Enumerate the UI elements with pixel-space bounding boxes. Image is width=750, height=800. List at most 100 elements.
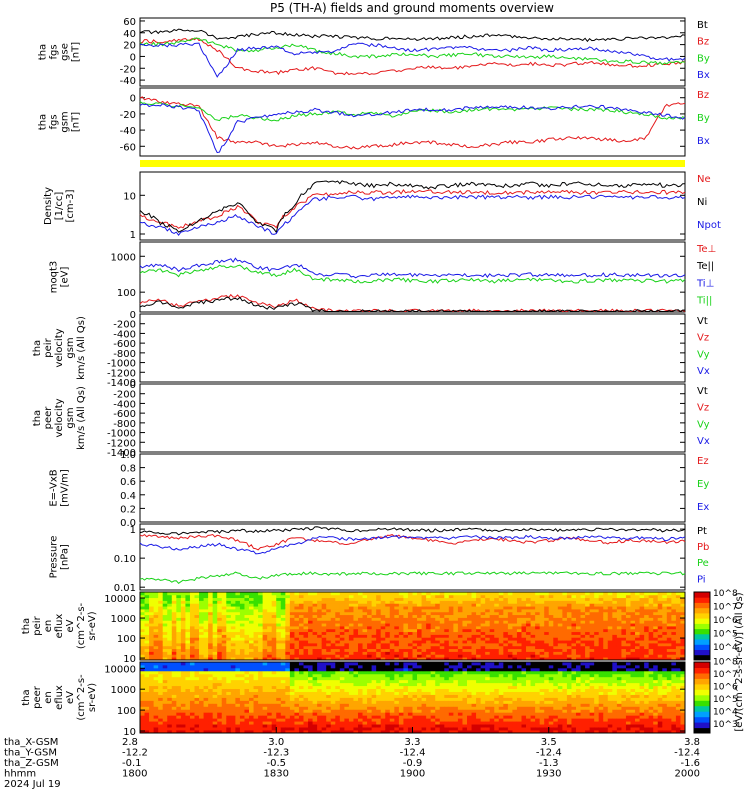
heatmap-cell [612, 592, 618, 596]
heatmap-cell [226, 654, 232, 658]
heatmap-cell [367, 700, 373, 704]
heatmap-cell [358, 623, 363, 627]
heatmap-cell [621, 611, 627, 616]
heatmap-cell [516, 592, 522, 596]
heatmap-cell [317, 691, 323, 695]
heatmap-cell [485, 628, 491, 633]
heatmap-cell [639, 597, 645, 601]
heatmap-cell [662, 600, 668, 604]
heatmap-cell [312, 706, 318, 710]
heatmap-cell [298, 640, 304, 644]
heatmap-cell [185, 664, 191, 669]
heatmap-cell [194, 685, 200, 690]
heatmap-cell [394, 709, 400, 713]
heatmap-cell [162, 594, 168, 599]
heatmap-cell [158, 706, 164, 710]
heatmap-cell [189, 611, 195, 616]
heatmap-cell [362, 614, 368, 618]
heatmap-cell [230, 670, 236, 675]
heatmap-cell [598, 617, 604, 621]
heatmap-cell [158, 673, 164, 678]
heatmap-cell [335, 634, 341, 638]
heatmap-cell [471, 620, 477, 624]
heatmap-cell [335, 609, 341, 613]
heatmap-cell [417, 667, 422, 672]
heatmap-cell [448, 667, 454, 672]
heatmap-cell [258, 643, 264, 647]
heatmap-cell [467, 682, 472, 687]
heatmap-cell [635, 603, 640, 607]
heatmap-cell [476, 597, 482, 601]
heatmap-cell [294, 673, 300, 678]
heatmap-cell [476, 623, 482, 627]
heatmap-cell [457, 730, 463, 734]
heatmap-cell [653, 617, 659, 621]
heatmap-cell [439, 697, 445, 701]
heatmap-cell [421, 611, 427, 616]
heatmap-cell [258, 682, 264, 687]
heatmap-cell [271, 657, 277, 661]
series-line-Pb [139, 533, 686, 551]
heatmap-cell [326, 715, 332, 719]
heatmap-cell [289, 609, 295, 613]
heatmap-cell [330, 685, 336, 690]
heatmap-cell [208, 673, 214, 678]
heatmap-cell [675, 628, 681, 633]
heatmap-cell [594, 643, 600, 647]
heatmap-cell [480, 594, 486, 599]
heatmap-cell [389, 700, 395, 704]
heatmap-cell [412, 662, 418, 666]
heatmap-cell [630, 640, 636, 644]
heatmap-cell [180, 697, 186, 701]
heatmap-cell [662, 631, 668, 635]
heatmap-cell [417, 703, 422, 707]
heatmap-cell [553, 626, 559, 630]
heatmap-cell [221, 609, 227, 613]
heatmap-cell [235, 700, 241, 704]
heatmap-cell [535, 597, 541, 601]
heatmap-cell [298, 603, 304, 607]
heatmap-cell [462, 664, 468, 669]
heatmap-cell [485, 657, 491, 661]
panel-frame [139, 241, 686, 313]
heatmap-cell [385, 682, 391, 687]
heatmap-cell [544, 651, 550, 655]
heatmap-cell [430, 654, 436, 658]
heatmap-cell [407, 694, 413, 698]
heatmap-cell [158, 626, 164, 630]
heatmap-cell [358, 654, 363, 658]
heatmap-cell [426, 597, 432, 601]
heatmap-cell [158, 617, 164, 621]
heatmap-cell [526, 609, 531, 613]
heatmap-cell [258, 662, 264, 666]
heatmap-cell [594, 651, 600, 655]
heatmap-cell [657, 634, 663, 638]
heatmap-cell [526, 617, 531, 621]
heatmap-cell [203, 640, 209, 644]
heatmap-cell [276, 688, 282, 692]
heatmap-cell [140, 721, 145, 725]
heatmap-cell [644, 637, 650, 641]
heatmap-cell [526, 651, 531, 655]
heatmap-cell [526, 623, 531, 627]
heatmap-cell [167, 715, 173, 719]
heatmap-cell [380, 706, 386, 710]
heatmap-cell [607, 620, 613, 624]
heatmap-cell [330, 592, 336, 596]
heatmap-cell [562, 614, 568, 618]
heatmap-cell [521, 654, 527, 658]
heatmap-cell [385, 679, 391, 684]
heatmap-cell [335, 703, 341, 707]
heatmap-cell [276, 718, 282, 722]
heatmap-cell [239, 628, 245, 633]
heatmap-cell [221, 673, 227, 678]
heatmap-cell [507, 657, 513, 661]
heatmap-cell [185, 592, 191, 596]
heatmap-cell [439, 709, 445, 713]
heatmap-cell [217, 645, 223, 650]
heatmap-cell [153, 730, 159, 734]
heatmap-cell [417, 712, 422, 716]
heatmap-cell [244, 682, 250, 687]
heatmap-cell [530, 637, 536, 641]
legend-label: By [697, 53, 710, 64]
